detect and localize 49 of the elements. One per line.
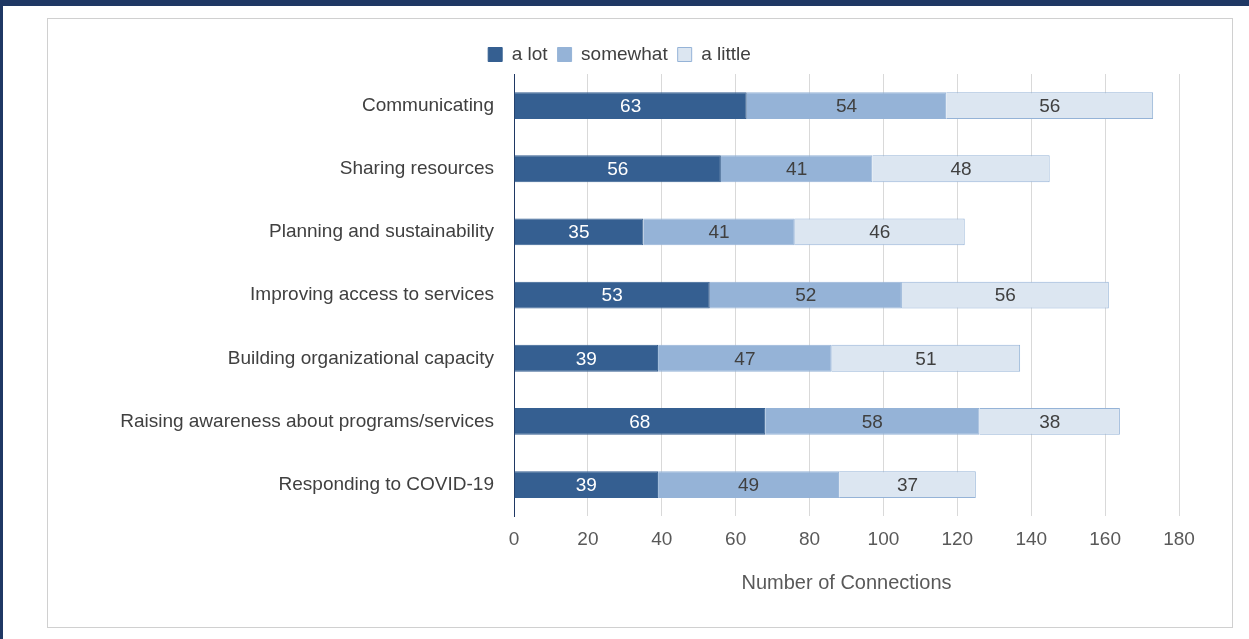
x-tick-label: 20 <box>577 527 599 549</box>
y-tick-label: Building organizational capacity <box>227 346 495 368</box>
data-label: 68 <box>629 410 651 432</box>
data-label: 46 <box>869 221 891 243</box>
bar <box>514 471 659 499</box>
data-label: 48 <box>950 157 972 179</box>
data-label: 37 <box>896 473 919 495</box>
legend-label: a little <box>701 42 751 64</box>
x-tick-label: 40 <box>651 527 673 549</box>
x-axis-title: Number of Connections <box>741 570 952 593</box>
y-tick-label: Communicating <box>362 93 494 115</box>
data-label: 56 <box>607 157 629 179</box>
x-tick-label: 160 <box>1089 527 1121 549</box>
bar <box>514 281 710 309</box>
bar <box>514 344 659 372</box>
data-label: 56 <box>994 284 1016 306</box>
data-label: 41 <box>708 221 730 243</box>
x-tick-label: 60 <box>725 527 747 549</box>
y-tick-label: Sharing resources <box>339 156 494 178</box>
x-tick-label: 100 <box>867 527 900 549</box>
legend-label: somewhat <box>581 42 669 64</box>
x-tick-label: 0 <box>508 527 520 549</box>
data-label: 58 <box>861 410 883 432</box>
data-label: 53 <box>601 284 623 306</box>
data-label: 63 <box>620 94 642 116</box>
data-label: 56 <box>1039 94 1061 116</box>
data-label: 39 <box>575 473 597 495</box>
data-label: 52 <box>795 284 817 306</box>
bar <box>514 155 721 183</box>
y-tick-label: Improving access to services <box>250 283 494 305</box>
data-label: 54 <box>835 94 858 116</box>
y-tick-label: Raising awareness about programs/services <box>120 409 494 431</box>
data-label: 35 <box>568 221 590 243</box>
x-tick-label: 120 <box>941 527 974 549</box>
legend-label: a lot <box>511 42 549 64</box>
x-tick-label: 80 <box>798 527 821 549</box>
bar <box>514 218 644 246</box>
bar <box>514 408 766 435</box>
data-label: 39 <box>575 347 597 369</box>
data-label: 41 <box>786 157 808 179</box>
data-label: 49 <box>738 473 760 495</box>
x-tick-label: 180 <box>1163 527 1195 549</box>
x-tick-label: 140 <box>1015 527 1048 549</box>
bar <box>514 92 747 120</box>
data-label: 38 <box>1039 410 1061 432</box>
y-tick-label: Planning and sustainability <box>269 220 495 242</box>
data-label: 51 <box>915 347 937 369</box>
data-label: 47 <box>734 347 756 369</box>
y-tick-label: Responding to COVID-19 <box>278 472 494 494</box>
